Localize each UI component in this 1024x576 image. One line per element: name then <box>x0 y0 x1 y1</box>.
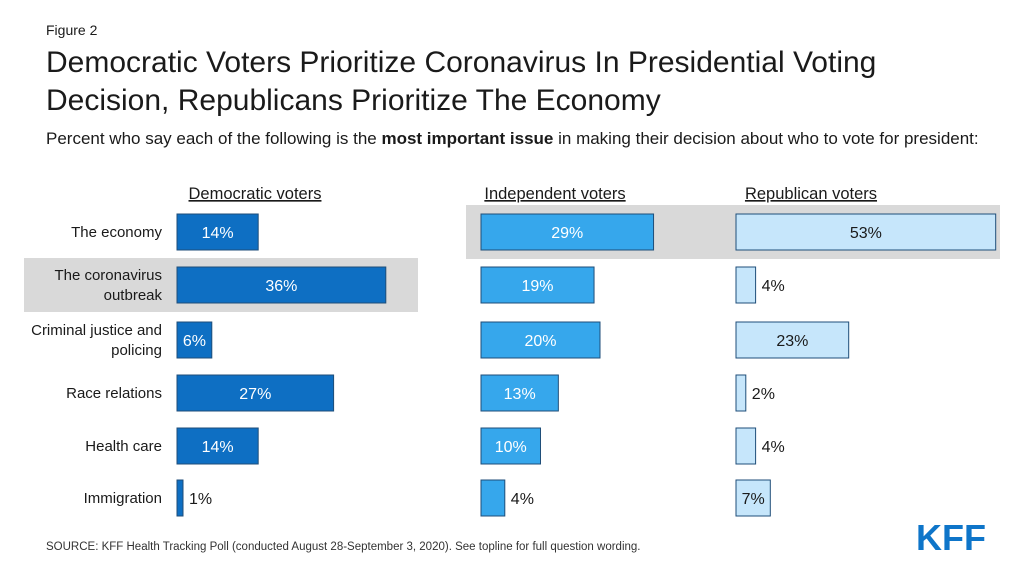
figure-label: Figure 2 <box>46 22 98 38</box>
value-label-republican-voters-immigration: 7% <box>742 491 765 508</box>
bar-republican-voters-criminal-justice-and-policing <box>735 321 850 359</box>
subtitle-text-start: Percent who say each of the following is… <box>46 129 382 148</box>
value-label-independent-voters-the-coronavirus-outbreak: 19% <box>522 278 554 295</box>
value-label-democratic-voters-health-care: 14% <box>202 439 234 456</box>
value-label-republican-voters-health-care: 4% <box>762 439 785 456</box>
value-label-democratic-voters-immigration: 1% <box>189 491 212 508</box>
chart-subtitle: Percent who say each of the following is… <box>46 128 1006 150</box>
bar-republican-voters-health-care <box>735 427 757 465</box>
kff-logo-text: KFF <box>916 521 986 551</box>
subtitle-bold-text: most important issue <box>381 129 554 148</box>
value-label-independent-voters-the-economy: 29% <box>551 225 583 242</box>
value-label-republican-voters-the-coronavirus-outbreak: 4% <box>762 278 785 295</box>
category-label-race-relations: Race relations <box>66 385 162 402</box>
kff-logo: KFF <box>916 521 986 551</box>
source-note: SOURCE: KFF Health Tracking Poll (conduc… <box>46 541 641 553</box>
value-label-independent-voters-health-care: 10% <box>495 439 527 456</box>
bar-republican-voters-immigration <box>735 479 771 517</box>
bar-republican-voters-the-economy <box>735 213 997 251</box>
bar-independent-voters-the-economy <box>480 213 655 251</box>
bar-independent-voters-the-coronavirus-outbreak <box>480 266 595 304</box>
chart-title: Democratic Voters Prioritize Coronavirus… <box>46 46 877 117</box>
category-label-immigration: Immigration <box>84 490 162 507</box>
value-label-republican-voters-the-economy: 53% <box>850 225 882 242</box>
bar-democratic-voters-health-care <box>176 427 259 465</box>
bar-democratic-voters-immigration <box>176 479 184 517</box>
bar-independent-voters-criminal-justice-and-policing <box>480 321 601 359</box>
bar-democratic-voters-criminal-justice-and-policing <box>176 321 213 359</box>
category-label-health-care: Health care <box>85 438 162 455</box>
series-header-republican-voters: Republican voters <box>745 185 877 203</box>
bar-democratic-voters-the-coronavirus-outbreak <box>176 266 387 304</box>
value-label-democratic-voters-the-coronavirus-outbreak: 36% <box>265 278 297 295</box>
value-label-independent-voters-criminal-justice-and-policing: 20% <box>524 333 556 350</box>
category-label-criminal-justice-and-policing: Criminal justice and policing <box>31 322 162 359</box>
value-label-republican-voters-race-relations: 2% <box>752 386 775 403</box>
bar-independent-voters-immigration <box>480 479 506 517</box>
bar-democratic-voters-the-economy <box>176 213 259 251</box>
bar-independent-voters-race-relations <box>480 374 559 412</box>
series-header-democratic-voters: Democratic voters <box>189 185 322 203</box>
value-label-democratic-voters-the-economy: 14% <box>202 225 234 242</box>
bar-democratic-voters-race-relations <box>176 374 335 412</box>
value-label-independent-voters-race-relations: 13% <box>504 386 536 403</box>
category-label-the-coronavirus-outbreak: The coronavirus outbreak <box>54 267 162 304</box>
category-label-the-economy: The economy <box>71 224 162 241</box>
value-label-democratic-voters-race-relations: 27% <box>239 386 271 403</box>
bar-republican-voters-race-relations <box>735 374 747 412</box>
subtitle-text-end: in making their decision about who to vo… <box>553 129 979 148</box>
value-label-democratic-voters-criminal-justice-and-policing: 6% <box>183 333 206 350</box>
value-label-independent-voters-immigration: 4% <box>511 491 534 508</box>
bar-independent-voters-health-care <box>480 427 541 465</box>
value-label-republican-voters-criminal-justice-and-policing: 23% <box>776 333 808 350</box>
bar-republican-voters-the-coronavirus-outbreak <box>735 266 757 304</box>
series-header-independent-voters: Independent voters <box>484 185 625 203</box>
